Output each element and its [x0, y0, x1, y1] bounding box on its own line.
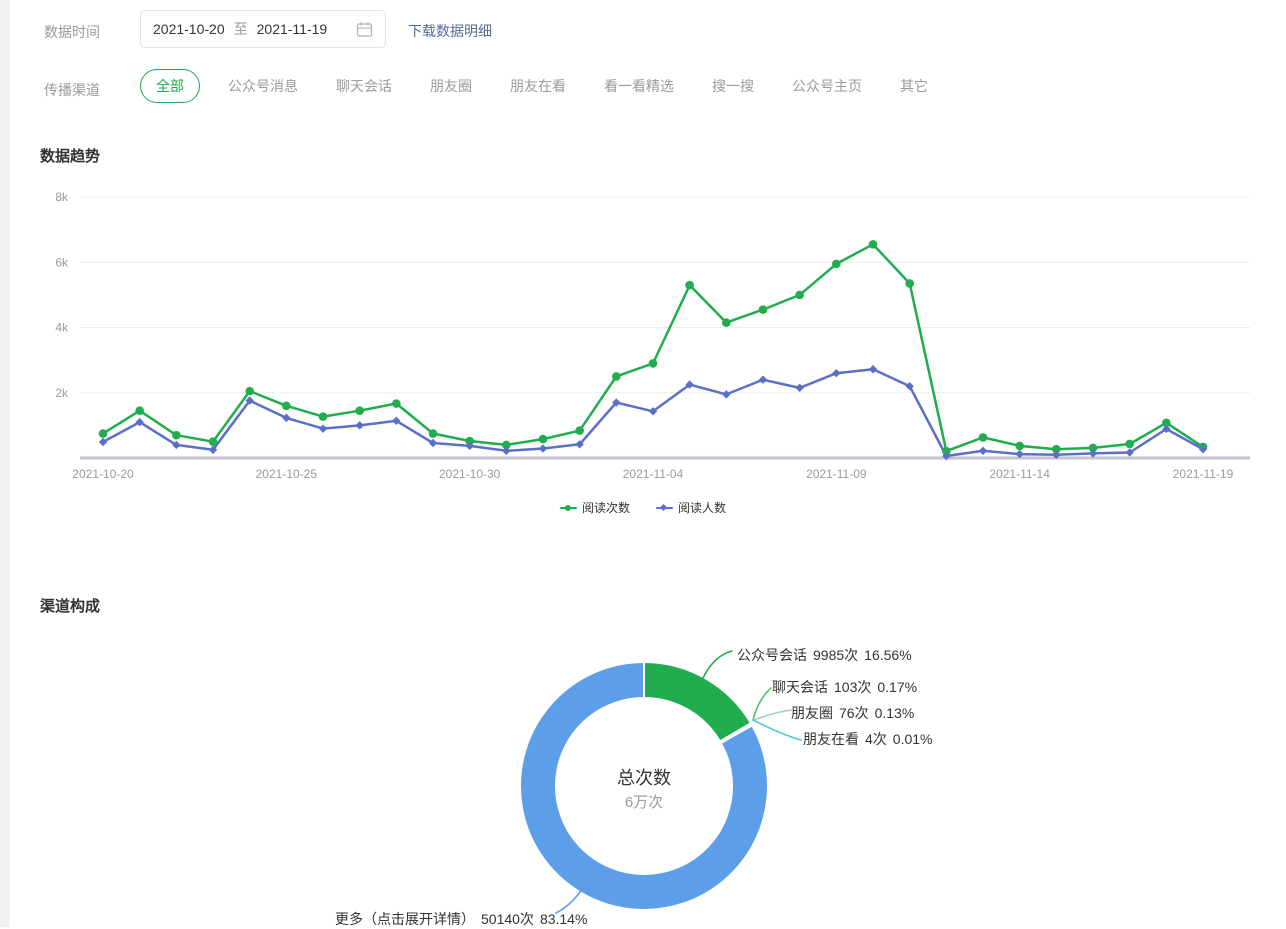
line-dot-marker-green — [559, 504, 577, 512]
donut-center-title: 总次数 — [617, 768, 671, 788]
date-range-picker[interactable]: 2021-10-20 至 2021-11-19 — [140, 10, 386, 48]
svg-text:8k: 8k — [55, 190, 69, 204]
date-filter-label: 数据时间 — [44, 24, 100, 40]
svg-text:2021-10-30: 2021-10-30 — [439, 467, 501, 481]
tab-top-stories[interactable]: 看一看精选 — [604, 78, 674, 94]
legend-label: 阅读次数 — [581, 501, 630, 515]
page-left-gutter — [0, 0, 10, 927]
donut-center-value: 6万次 — [624, 794, 664, 811]
channel-filter-label: 传播渠道 — [44, 82, 100, 98]
tab-moments[interactable]: 朋友圈 — [430, 78, 472, 94]
trend-legend: 阅读次数 阅读人数 — [0, 499, 1286, 516]
legend-item-read-count[interactable]: 阅读次数 — [559, 499, 630, 516]
svg-text:2021-10-20: 2021-10-20 — [72, 467, 134, 481]
svg-text:2021-11-19: 2021-11-19 — [1173, 467, 1234, 481]
pie-label-friends-reading: 朋友在看 4次 0.01% — [803, 731, 933, 747]
tab-official-message[interactable]: 公众号消息 — [228, 78, 298, 94]
channel-tabs: 全部 公众号消息 聊天会话 朋友圈 朋友在看 看一看精选 搜一搜 公众号主页 其… — [140, 69, 928, 103]
svg-text:6k: 6k — [55, 255, 69, 269]
svg-text:2021-10-25: 2021-10-25 — [256, 467, 318, 481]
composition-section-title: 渠道构成 — [40, 598, 101, 615]
pie-label-more-expand[interactable]: 更多（点击展开详情） 50140次 83.14% — [335, 911, 588, 927]
pie-label-official-session: 公众号会话 9985次 16.56% — [737, 647, 912, 663]
svg-text:2021-11-14: 2021-11-14 — [989, 467, 1050, 481]
tab-friends-reading[interactable]: 朋友在看 — [510, 78, 566, 94]
download-data-link[interactable]: 下载数据明细 — [408, 23, 492, 39]
trend-chart: 2k 4k 6k 8k 2021-10-20 2021-10-25 2021-10-30 20… — [55, 190, 1250, 481]
svg-text:4k: 4k — [55, 321, 69, 335]
calendar-icon — [356, 21, 373, 37]
trend-section-title: 数据趋势 — [40, 148, 101, 165]
tab-search[interactable]: 搜一搜 — [712, 78, 754, 94]
tab-other[interactable]: 其它 — [900, 78, 928, 94]
tab-all[interactable]: 全部 — [140, 69, 200, 103]
tab-chat-session[interactable]: 聊天会话 — [336, 78, 392, 94]
pie-label-chat-session: 聊天会话 103次 0.17% — [772, 679, 918, 695]
pie-label-moments: 朋友圈 76次 0.13% — [791, 705, 915, 721]
legend-label: 阅读人数 — [678, 501, 727, 515]
legend-item-reader-count[interactable]: 阅读人数 — [656, 499, 726, 516]
date-start-value: 2021-10-20 — [153, 21, 225, 37]
svg-text:2021-11-04: 2021-11-04 — [623, 467, 684, 481]
svg-text:2k: 2k — [55, 386, 69, 400]
svg-text:2021-11-09: 2021-11-09 — [806, 467, 867, 481]
composition-donut-chart — [518, 650, 802, 914]
date-separator: 至 — [233, 21, 248, 37]
date-end-value: 2021-11-19 — [256, 21, 328, 37]
line-dot-marker-blue — [656, 503, 673, 512]
tab-account-home[interactable]: 公众号主页 — [792, 78, 862, 94]
